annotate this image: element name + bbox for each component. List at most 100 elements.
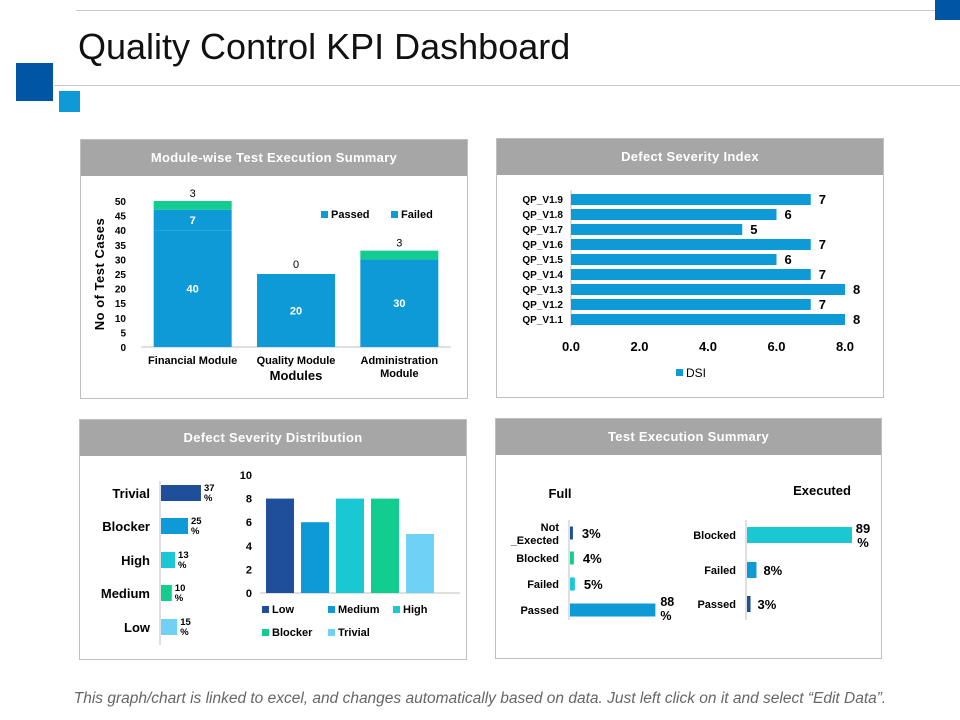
category-label: High bbox=[121, 553, 150, 568]
distribution-column bbox=[406, 534, 434, 593]
category-label: Administration bbox=[361, 355, 439, 367]
y-axis-title: No of Test Cases bbox=[92, 218, 107, 331]
legend-swatch bbox=[262, 606, 269, 613]
data-label: 25 bbox=[191, 516, 202, 527]
execution-bar bbox=[747, 596, 751, 612]
data-label: 6 bbox=[785, 252, 792, 267]
y-tick-label: 10 bbox=[240, 470, 252, 482]
execution-bar bbox=[747, 527, 853, 543]
legend-label: Failed bbox=[401, 209, 433, 221]
legend-swatch bbox=[391, 211, 398, 218]
legend-swatch bbox=[262, 629, 269, 636]
y-tick-label: 8 bbox=[246, 494, 252, 506]
title-rule bbox=[54, 85, 960, 86]
distribution-column bbox=[371, 498, 399, 593]
y-tick-label: 50 bbox=[115, 197, 127, 208]
category-label: QP_V1.1 bbox=[522, 315, 563, 326]
legend-label: Medium bbox=[338, 604, 380, 616]
execution-header: Test Execution Summary bbox=[496, 419, 881, 455]
category-label: QP_V1.6 bbox=[522, 240, 563, 251]
y-tick-label: 4 bbox=[246, 541, 253, 553]
distribution-header: Defect Severity Distribution bbox=[80, 420, 466, 456]
y-tick-label: 5 bbox=[120, 328, 126, 339]
execution-bar bbox=[570, 526, 573, 540]
category-label: Low bbox=[124, 620, 151, 635]
dsi-chart[interactable]: QP_V1.9 7 QP_V1.8 6 QP_V1.7 5 QP_V1.6 7 QP_V1.5 6… bbox=[497, 176, 883, 397]
legend-swatch bbox=[328, 629, 335, 636]
data-label: % bbox=[204, 493, 213, 504]
legend-swatch bbox=[676, 369, 683, 376]
logo-square-small bbox=[59, 91, 80, 112]
bar-segment-passed bbox=[360, 259, 439, 347]
dsi-panel: Defect Severity Index QP_V1.9 7 QP_V1.8 6 QP… bbox=[496, 138, 884, 398]
chart-subtitle: Full bbox=[548, 486, 571, 501]
top-rule bbox=[76, 10, 960, 11]
data-label: 40 bbox=[187, 284, 199, 296]
dsi-bar bbox=[571, 209, 777, 220]
dsi-bar bbox=[571, 224, 743, 235]
legend-label: Low bbox=[272, 604, 294, 616]
legend-swatch bbox=[321, 211, 328, 218]
data-label: 30 bbox=[393, 298, 405, 310]
bar-segment-passed bbox=[257, 274, 335, 347]
y-tick-label: 20 bbox=[115, 285, 127, 296]
data-label: % bbox=[178, 560, 187, 571]
data-label: 5 bbox=[750, 222, 757, 237]
category-label: Passed bbox=[520, 605, 559, 617]
data-label: % bbox=[660, 609, 671, 623]
category-label: Blocker bbox=[102, 519, 150, 534]
data-label: 8 bbox=[853, 312, 860, 327]
data-label: 10 bbox=[175, 583, 186, 594]
legend-label: DSI bbox=[686, 366, 706, 380]
category-label: QP_V1.3 bbox=[522, 285, 563, 296]
data-label: 20 bbox=[290, 306, 302, 318]
data-label: 5% bbox=[584, 577, 603, 592]
data-label: 4.4 bbox=[288, 249, 304, 261]
x-tick-label: 0.0 bbox=[562, 339, 580, 354]
y-tick-label: 45 bbox=[115, 212, 127, 223]
data-label: 4% bbox=[583, 551, 602, 566]
data-label: % bbox=[191, 526, 200, 537]
legend-label: Trivial bbox=[338, 627, 370, 639]
category-label: Passed bbox=[697, 599, 736, 611]
execution-bar bbox=[570, 603, 656, 617]
distribution-chart[interactable]: Trivial 37% Blocker 25% High 13% Medium 10% Low 1… bbox=[80, 455, 466, 659]
distribution-bar bbox=[161, 518, 188, 534]
y-tick-label: 0 bbox=[246, 588, 252, 600]
data-label: 3 bbox=[396, 238, 402, 250]
legend-label: Passed bbox=[331, 209, 370, 221]
category-label: Blocked bbox=[516, 553, 559, 565]
distribution-column bbox=[336, 498, 364, 593]
data-label: 7 bbox=[819, 237, 826, 252]
page-title: Quality Control KPI Dashboard bbox=[78, 26, 571, 67]
dsi-bar bbox=[571, 284, 845, 295]
y-tick-label: 15 bbox=[115, 299, 127, 310]
y-tick-label: 35 bbox=[115, 241, 127, 252]
execution-chart[interactable]: Full Not_Exected 3% Blocked 4% Failed 5% Passed… bbox=[496, 454, 881, 658]
data-label: 6 bbox=[785, 207, 792, 222]
distribution-bar bbox=[161, 552, 176, 568]
category-label: Failed bbox=[704, 565, 736, 577]
bar-segment-other bbox=[360, 250, 439, 260]
legend-swatch bbox=[393, 606, 400, 613]
category-label: Blocked bbox=[693, 530, 736, 542]
data-label: 8 bbox=[853, 282, 860, 297]
x-tick-label: 2.0 bbox=[630, 339, 648, 354]
x-tick-label: 6.0 bbox=[767, 339, 785, 354]
legend-label: Blocker bbox=[272, 627, 313, 639]
data-label: 89 bbox=[856, 521, 870, 536]
bar-segment-other bbox=[153, 201, 232, 210]
x-axis-title: Modules bbox=[270, 368, 323, 383]
category-label: QP_V1.9 bbox=[522, 195, 563, 206]
dsi-bar bbox=[571, 269, 811, 280]
dsi-bar bbox=[571, 314, 845, 325]
distribution-bar bbox=[161, 485, 201, 501]
y-tick-label: 25 bbox=[115, 270, 127, 281]
logo-square-large bbox=[16, 63, 53, 101]
data-label: 8% bbox=[763, 563, 782, 578]
corner-square bbox=[935, 0, 960, 20]
data-label: % bbox=[180, 627, 189, 638]
distribution-bar bbox=[161, 619, 178, 635]
distribution-column bbox=[301, 522, 329, 593]
